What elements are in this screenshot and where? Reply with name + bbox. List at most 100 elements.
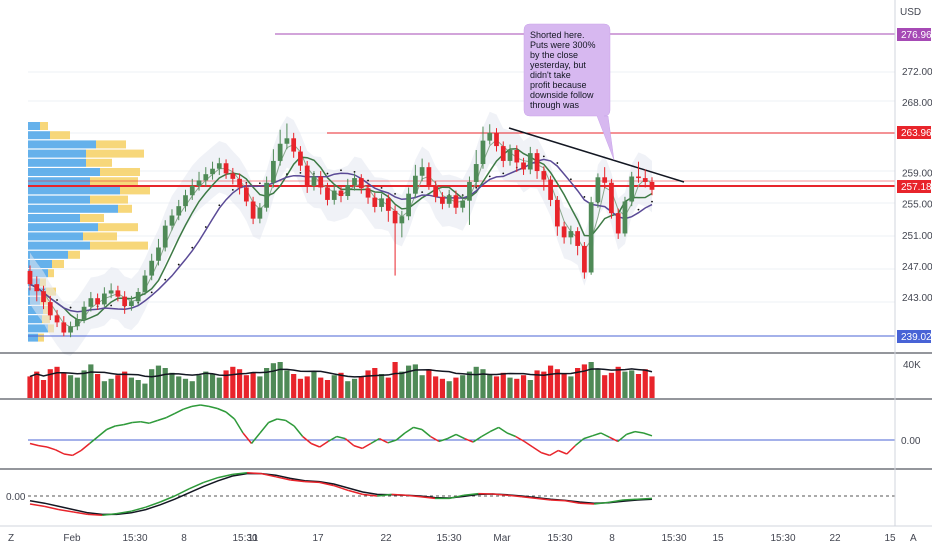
candle-body [298, 151, 303, 166]
volume-bar [264, 368, 270, 398]
osc1-segment [55, 449, 65, 455]
volume-bar [277, 362, 283, 398]
volume-bar [311, 371, 317, 398]
volume-bar [554, 369, 560, 398]
time-tick-label: 22 [380, 533, 392, 544]
candle-body [534, 153, 540, 172]
volume-ma-line [29, 368, 653, 378]
osc2-fast-segment [377, 493, 392, 497]
osc1-segment [123, 421, 133, 426]
osc2-fast-segment [290, 479, 305, 483]
auto-scale-button[interactable]: A [910, 533, 917, 544]
volume-profile-bar [38, 333, 44, 342]
volume-profile-bar [118, 204, 132, 213]
ma-dot [367, 179, 369, 182]
volume-bar [189, 381, 195, 398]
price-tick-label: 259.00 [902, 168, 932, 179]
volume-bar [419, 375, 425, 398]
candle-body [433, 185, 439, 197]
candle-body [196, 180, 202, 186]
volume-bar [642, 369, 648, 398]
time-tick-label: 15:30 [232, 533, 257, 544]
osc1-segment [97, 428, 108, 438]
time-tick-label: 17 [312, 533, 324, 544]
current-price-tag[interactable]: 257.18 [897, 180, 932, 193]
candle-body [575, 231, 580, 246]
ma-dot [286, 173, 288, 176]
support-price-tag[interactable]: 239.02 [897, 330, 932, 343]
price-tick-label: 251.00 [902, 231, 932, 242]
candle-body [68, 326, 73, 333]
volume-profile-bar [120, 186, 150, 195]
osc2-fast-segment [232, 472, 248, 476]
volume-bar [203, 371, 209, 398]
volume-bar [40, 380, 47, 398]
candle-body [54, 315, 60, 323]
candle-body [602, 177, 608, 183]
candlesticks [27, 123, 655, 338]
candle-body [203, 174, 209, 181]
timezone-button[interactable]: Z [8, 533, 14, 544]
osc2-fast-segment [73, 511, 88, 516]
candle-body [629, 176, 635, 202]
candle-body [41, 291, 46, 303]
ma-dot [502, 172, 505, 175]
volume-bar [142, 383, 148, 398]
ma-dot [353, 170, 356, 173]
upper-price-tag[interactable]: 276.96 [897, 28, 932, 41]
candle-body [304, 165, 310, 186]
volume-bar [534, 370, 540, 398]
volume-bar [176, 376, 182, 398]
volume-profile-bar [28, 241, 90, 250]
osc1-segment [464, 437, 474, 443]
volume-profile-bar [28, 131, 50, 140]
osc1-segment [106, 425, 116, 431]
annotation-note[interactable]: Shorted here. Puts were 300% by the clos… [523, 23, 615, 161]
osc1-segment [38, 444, 48, 448]
osc1-segment [643, 432, 653, 437]
volume-profile-bar [28, 168, 100, 176]
volume-bar [581, 364, 587, 398]
candle-body [446, 195, 452, 204]
ma-dot [326, 172, 329, 175]
volume-bar [34, 371, 40, 398]
candle-body [514, 150, 520, 163]
volume-bar [514, 378, 520, 398]
ma-slow-line [29, 158, 653, 313]
osc1-segment [310, 442, 320, 448]
osc1-segment [217, 407, 227, 413]
osc1-segment [327, 435, 338, 443]
resistance-price-tag[interactable]: 263.96 [897, 126, 932, 139]
osc2-fast-segment [536, 497, 551, 501]
osc2-fast-segment [217, 473, 233, 479]
volume-profile-bar [28, 158, 86, 167]
ma-dot [380, 186, 383, 189]
candle-body [102, 293, 107, 305]
osc1-axis-tick: 0.00 [901, 436, 921, 447]
osc1-segment [515, 435, 525, 443]
volume-bar [128, 377, 135, 398]
volume-bar [480, 369, 486, 398]
descending-trendline[interactable] [508, 127, 685, 183]
candle-body [47, 302, 53, 316]
osc2-fast-segment [521, 496, 537, 500]
candle-body [365, 188, 371, 198]
osc1-segment [191, 404, 201, 408]
volume-bar [392, 362, 398, 398]
ma-dot [56, 299, 58, 301]
osc1-segment [361, 442, 372, 450]
volume-bar [412, 364, 418, 398]
svg-text:239.02: 239.02 [901, 332, 932, 343]
candle-body [169, 215, 175, 226]
candle-body [250, 201, 256, 219]
osc1-segment [250, 432, 261, 444]
candle-body [554, 199, 560, 227]
volume-bar [81, 370, 87, 398]
osc1-segment [268, 418, 278, 424]
volume-profile-bar [86, 149, 144, 158]
osc2-fast-segment [623, 498, 638, 501]
osc2-fast-segment [406, 494, 421, 498]
volume-profile-bar [28, 122, 40, 130]
